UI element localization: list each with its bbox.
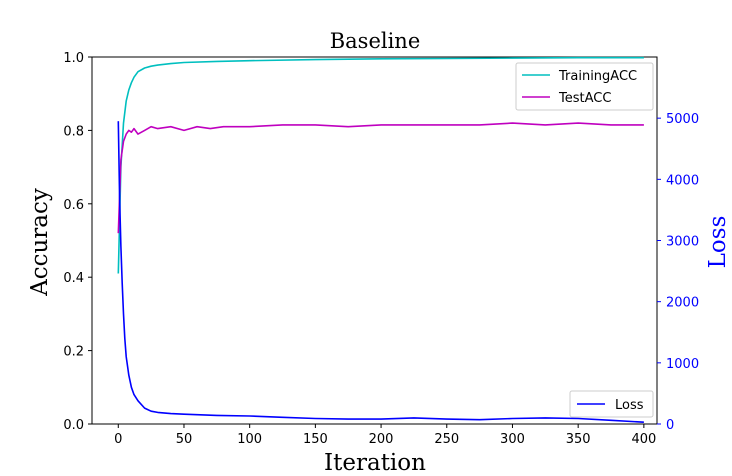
y-axis-title-right: Loss xyxy=(705,216,731,269)
y-tick-label-right: 2000 xyxy=(666,296,699,311)
legend-loss: Loss xyxy=(569,390,654,418)
y-tick-label-right: 0 xyxy=(666,418,674,433)
series-line-trainingacc xyxy=(117,56,644,274)
x-tick-label: 100 xyxy=(237,432,262,447)
legend-label-training: TrainingACC xyxy=(558,69,637,84)
y-tick-label-right: 1000 xyxy=(666,357,699,372)
y-tick-label-left: 0.4 xyxy=(63,271,84,286)
x-tick-label: 250 xyxy=(434,432,459,447)
y-tick-label-left: 1.0 xyxy=(63,51,84,66)
legend-accuracy: TrainingACC TestACC xyxy=(515,62,654,111)
y-tick-label-right: 5000 xyxy=(666,112,699,127)
x-tick-label: 400 xyxy=(631,432,656,447)
x-tick-label: 300 xyxy=(500,432,525,447)
plot-frame xyxy=(91,56,658,425)
y-tick-label-left: 0.2 xyxy=(63,345,84,360)
legend-loss-box xyxy=(569,390,654,418)
x-axis-title: Iteration xyxy=(324,450,426,476)
chart-title: Baseline xyxy=(330,29,421,53)
y-tick-label-right: 3000 xyxy=(666,235,699,250)
x-tick-label: 150 xyxy=(303,432,328,447)
x-tick-label: 350 xyxy=(566,432,591,447)
y-ticks-left: 0.0 0.2 0.4 0.6 0.8 1.0 xyxy=(63,51,92,433)
y-tick-label-left: 0.8 xyxy=(63,124,84,139)
y-tick-label-left: 0.6 xyxy=(63,198,84,213)
y-tick-label-right: 4000 xyxy=(666,173,699,188)
legend-label-test: TestACC xyxy=(558,91,611,106)
y-axis-title-left: Accuracy xyxy=(27,188,53,297)
legend-accuracy-box xyxy=(515,62,654,111)
x-ticks: 0 50 100 150 200 250 300 350 400 xyxy=(114,424,656,447)
series-line-testacc xyxy=(117,122,644,234)
series-layer xyxy=(117,56,644,423)
x-tick-label: 200 xyxy=(369,432,394,447)
series-line-loss xyxy=(117,121,644,423)
y-tick-label-left: 0.0 xyxy=(63,418,84,433)
legend-label-loss: Loss xyxy=(615,398,644,413)
y-ticks-right: 0 1000 2000 3000 4000 5000 xyxy=(657,112,699,433)
x-tick-label: 50 xyxy=(176,432,193,447)
x-tick-label: 0 xyxy=(114,432,122,447)
